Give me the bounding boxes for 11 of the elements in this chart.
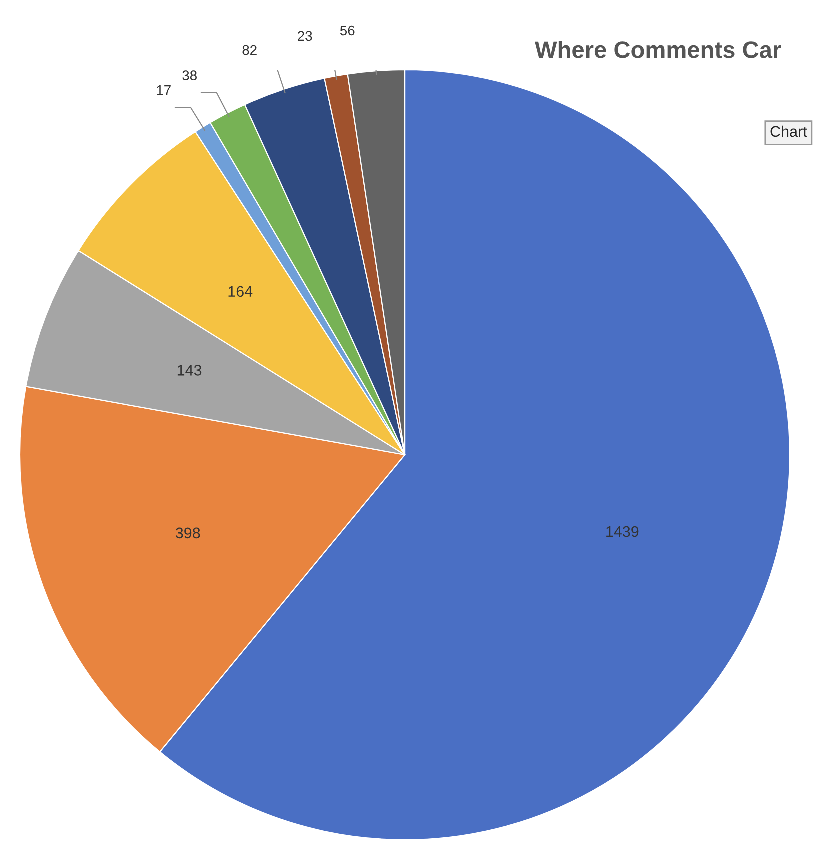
data-label: 1439 <box>606 526 639 538</box>
data-label: 38 <box>182 70 197 80</box>
data-label: 56 <box>340 26 355 36</box>
data-label: 17 <box>157 86 171 96</box>
data-label: 23 <box>298 31 312 42</box>
data-label: 82 <box>242 45 257 56</box>
text: Where Comments Car <box>535 40 782 58</box>
data-label: 398 <box>176 528 200 539</box>
data-label: 164 <box>228 286 253 298</box>
data-label: 143 <box>178 365 202 376</box>
text: Chart <box>770 126 808 138</box>
